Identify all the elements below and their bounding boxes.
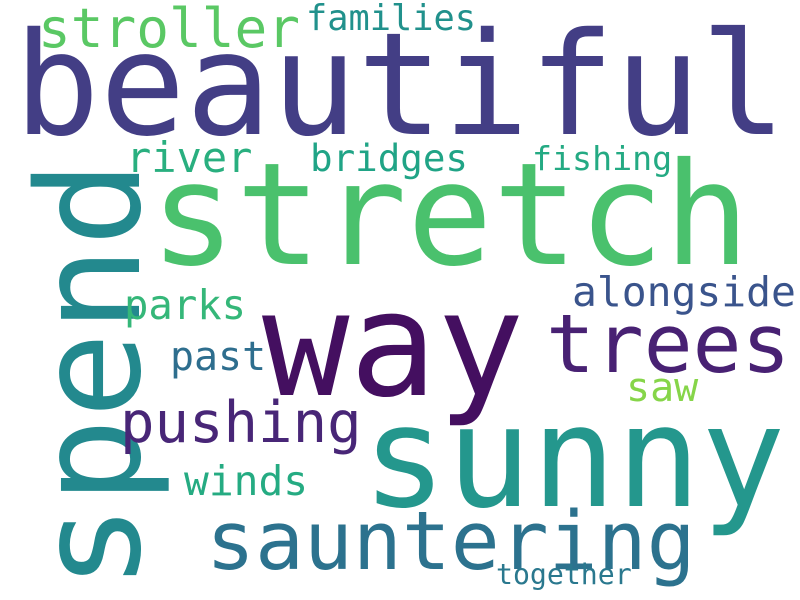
word-river: river	[126, 133, 253, 182]
word-trees: trees	[546, 297, 791, 392]
word-fishing: fishing	[532, 138, 673, 178]
word-families: families	[306, 0, 477, 39]
word-spend: spend	[6, 160, 173, 590]
word-stretch: stretch	[150, 132, 750, 298]
word-sunny: sunny	[362, 375, 786, 540]
word-stroller: stroller	[38, 0, 301, 60]
word-bridges: bridges	[310, 135, 468, 180]
word-alongside: alongside	[572, 268, 796, 316]
word-beautiful: beautiful	[14, 1, 787, 168]
word-sauntering: sauntering	[206, 495, 696, 589]
word-pushing: pushing	[120, 389, 362, 456]
word-together: together	[496, 558, 632, 591]
word-parks: parks	[124, 280, 247, 329]
word-winds: winds	[184, 456, 309, 505]
word-way: way	[262, 260, 525, 430]
word-saw: saw	[626, 365, 699, 411]
word-past: past	[170, 334, 267, 380]
